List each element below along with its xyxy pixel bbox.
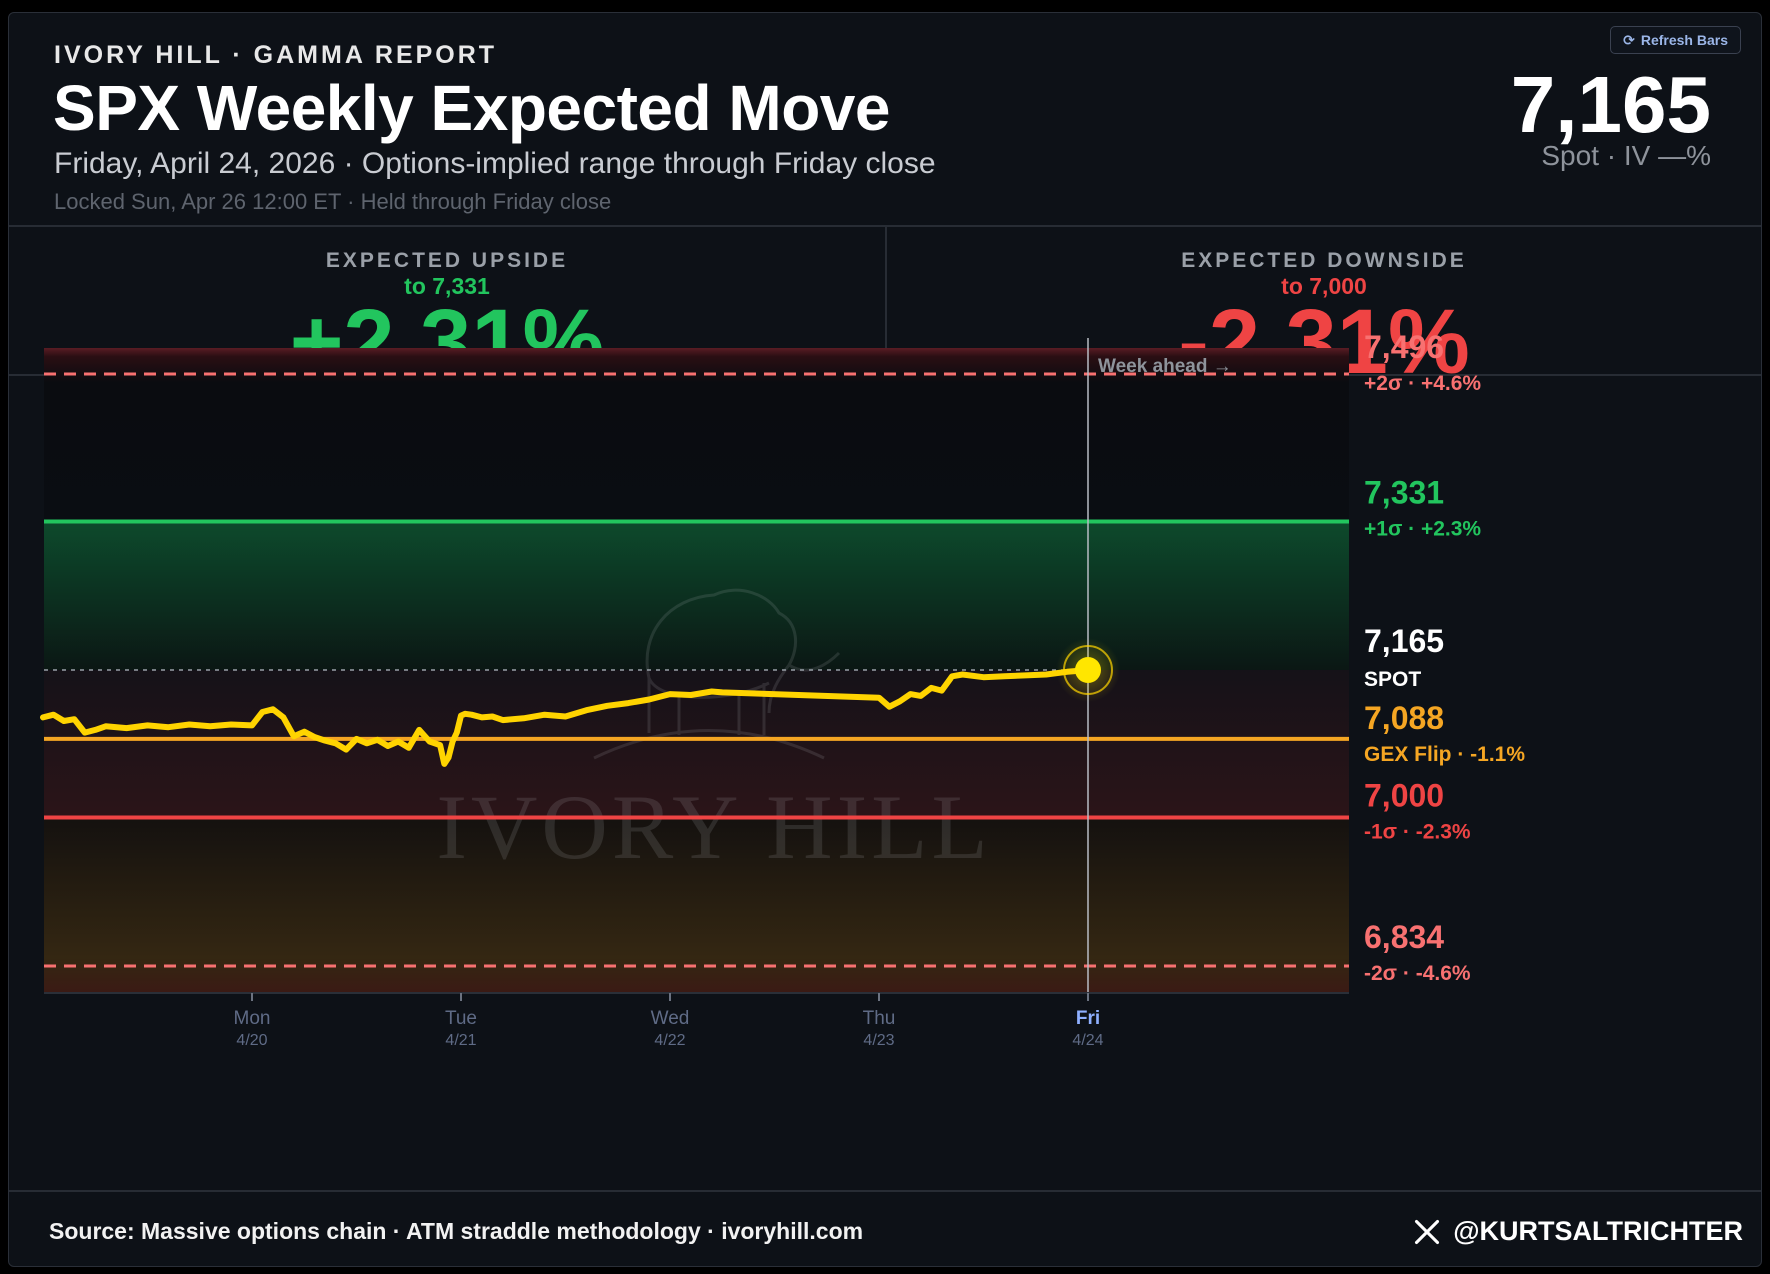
spx-price-line — [40, 667, 1091, 767]
range-bands — [44, 348, 1349, 993]
level-value-3: 7,088 — [1364, 700, 1444, 736]
social-handle[interactable]: @KURTSALTRICHTER — [1413, 1216, 1743, 1247]
level-value-5: 6,834 — [1364, 919, 1444, 955]
x-tick-day-2: Wed — [651, 1008, 690, 1029]
x-tick-day-1: Tue — [445, 1008, 477, 1029]
spot-marker — [1075, 657, 1101, 683]
level-sub-0: +2σ · +4.6% — [1364, 372, 1481, 395]
refresh-bars-label: Refresh Bars — [1640, 32, 1728, 48]
lower-tail-band — [44, 817, 1349, 993]
level-labels: 7,496 +2σ · +4.6% 7,331 +1σ · +2.3% 7,165 SPO… — [1364, 329, 1525, 985]
ivory-hill-watermark: IVORY HILL — [436, 588, 991, 878]
x-tick-date-0: 4/20 — [236, 1032, 267, 1049]
page-subtitle: Friday, April 24, 2026 · Options-implied… — [54, 147, 936, 180]
report-card: IVORY HILL · GAMMA REPORT SPX Weekly Exp… — [8, 12, 1762, 1267]
expected-upside-label: EXPECTED UPSIDE — [325, 249, 569, 272]
level-sub-4: -1σ · -2.3% — [1364, 821, 1471, 844]
watermark-text: IVORY HILL — [436, 776, 991, 878]
upper-tail-band — [44, 348, 1349, 522]
footer-divider — [9, 1190, 1761, 1192]
level-sub-3: GEX Flip · -1.1% — [1364, 743, 1525, 766]
x-tick-day-4: Fri — [1076, 1008, 1100, 1029]
upside-band — [44, 521, 1349, 670]
x-axis: Mon 4/20 Tue 4/21 Wed 4/22 Thu 4/23 Fri 4/24 — [44, 992, 1349, 1049]
level-sub-5: -2σ · -4.6% — [1364, 962, 1471, 985]
source-note: Source: Massive options chain · ATM stra… — [49, 1218, 864, 1244]
brand-label: IVORY HILL · GAMMA REPORT — [54, 41, 498, 69]
spx-price-series — [40, 638, 1120, 767]
locked-note: Locked Sun, Apr 26 12:00 ET · Held throu… — [54, 189, 612, 214]
social-handle-text: @KURTSALTRICHTER — [1453, 1216, 1743, 1246]
x-logo-icon — [1415, 1219, 1440, 1244]
x-tick-day-0: Mon — [234, 1008, 271, 1029]
refresh-icon: ⟳ — [1623, 31, 1635, 48]
x-tick-day-3: Thu — [863, 1008, 896, 1029]
x-tick-date-4: 4/24 — [1072, 1032, 1103, 1049]
spot-subtitle: Spot · IV —% — [1541, 140, 1711, 171]
spot-ring — [1063, 645, 1113, 695]
expected-downside-target: to 7,000 — [1281, 273, 1367, 299]
level-value-1: 7,331 — [1364, 475, 1444, 511]
level-sub-1: +1σ · +2.3% — [1364, 518, 1481, 541]
x-tick-date-2: 4/22 — [654, 1032, 685, 1049]
refresh-bars-button[interactable]: ⟳ Refresh Bars — [1610, 26, 1741, 54]
level-value-0: 7,496 — [1364, 329, 1444, 365]
x-tick-date-3: 4/23 — [863, 1032, 894, 1049]
spot-price: 7,165 — [1510, 60, 1711, 149]
week-ahead-label: Week ahead → — [1098, 356, 1232, 377]
expected-move-chart: IVORY HILL Week ahead → Mon 4/20 Tue 4/21 We… — [40, 329, 1525, 1049]
level-lines: Week ahead → — [44, 338, 1349, 993]
page-title: SPX Weekly Expected Move — [53, 72, 890, 144]
expected-downside-label: EXPECTED DOWNSIDE — [1181, 249, 1467, 272]
elephant-icon — [593, 588, 841, 760]
level-sub-2: SPOT — [1364, 668, 1421, 691]
level-value-4: 7,000 — [1364, 778, 1444, 814]
level-value-2: 7,165 — [1364, 623, 1444, 659]
x-tick-date-1: 4/21 — [445, 1032, 476, 1049]
expected-upside-target: to 7,331 — [404, 273, 490, 299]
